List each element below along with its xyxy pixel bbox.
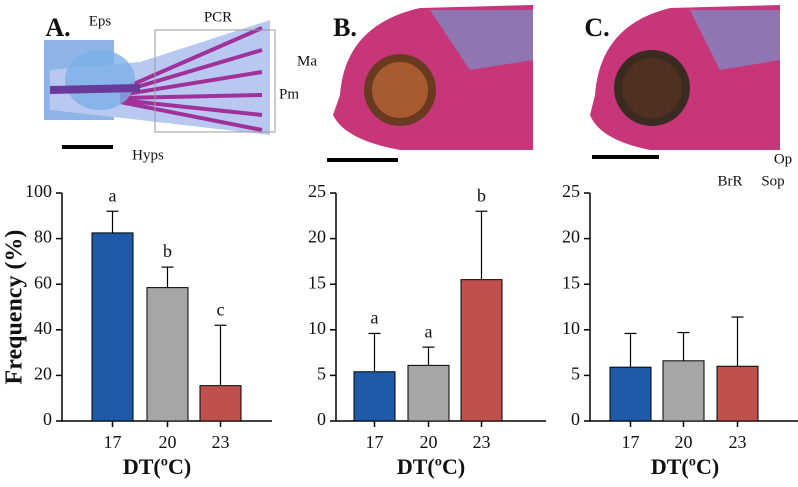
bar bbox=[146, 287, 189, 422]
x-axis-label: DT(ºC) bbox=[651, 454, 719, 479]
photo-a bbox=[44, 20, 276, 149]
panel-label: A. bbox=[45, 13, 70, 42]
y-tick-label: 20 bbox=[562, 227, 580, 247]
photo-c bbox=[590, 5, 780, 159]
y-tick-label: 0 bbox=[317, 409, 326, 429]
photo-b bbox=[327, 5, 533, 162]
significance-label: a bbox=[425, 321, 433, 341]
photo-label: Sop bbox=[761, 173, 784, 189]
significance-label: a bbox=[371, 308, 379, 328]
y-tick-label: 0 bbox=[571, 409, 580, 429]
x-tick-label: 17 bbox=[366, 432, 384, 452]
y-tick-label: 15 bbox=[308, 272, 326, 292]
photo-label: Hyps bbox=[132, 147, 164, 163]
panel-label: C. bbox=[584, 13, 609, 42]
y-tick-label: 10 bbox=[308, 318, 326, 338]
bar bbox=[609, 366, 652, 422]
y-tick-label: 5 bbox=[317, 364, 326, 384]
significance-label: b bbox=[163, 241, 172, 261]
x-tick-label: 23 bbox=[473, 432, 491, 452]
bar bbox=[460, 279, 503, 422]
x-tick-label: 17 bbox=[622, 432, 640, 452]
x-tick-label: 20 bbox=[159, 432, 177, 452]
photo-label: PCR bbox=[204, 9, 232, 25]
photo-label: Op bbox=[774, 151, 792, 167]
y-tick-label: 10 bbox=[562, 318, 580, 338]
photo-label: Pm bbox=[279, 86, 299, 102]
y-tick-label: 0 bbox=[43, 409, 52, 429]
x-tick-label: 23 bbox=[729, 432, 747, 452]
y-tick-label: 15 bbox=[562, 272, 580, 292]
x-tick-label: 20 bbox=[675, 432, 693, 452]
bar bbox=[662, 360, 705, 422]
bar bbox=[407, 364, 450, 422]
x-tick-label: 17 bbox=[104, 432, 122, 452]
x-axis-label: DT(ºC) bbox=[123, 454, 191, 479]
significance-label: b bbox=[477, 185, 486, 205]
bar bbox=[91, 232, 134, 422]
y-tick-label: 80 bbox=[34, 227, 52, 247]
y-tick-label: 40 bbox=[34, 318, 52, 338]
y-tick-label: 25 bbox=[562, 181, 580, 201]
y-axis-label: Frequency (%) bbox=[2, 230, 28, 385]
panel-label: B. bbox=[333, 13, 357, 42]
y-tick-label: 20 bbox=[308, 227, 326, 247]
y-tick-label: 25 bbox=[308, 181, 326, 201]
y-tick-label: 20 bbox=[34, 364, 52, 384]
bar bbox=[716, 365, 759, 422]
x-tick-label: 20 bbox=[420, 432, 438, 452]
bar bbox=[353, 371, 396, 422]
y-tick-label: 60 bbox=[34, 272, 52, 292]
y-tick-label: 100 bbox=[25, 181, 52, 201]
x-tick-label: 23 bbox=[212, 432, 230, 452]
photo-label: Ma bbox=[297, 53, 317, 69]
significance-label: a bbox=[109, 185, 117, 205]
y-tick-label: 5 bbox=[571, 364, 580, 384]
x-axis-label: DT(ºC) bbox=[397, 454, 465, 479]
significance-label: c bbox=[217, 299, 225, 319]
bar bbox=[199, 385, 242, 422]
photo-label: BrR bbox=[717, 173, 742, 189]
photo-label: Eps bbox=[89, 13, 112, 29]
